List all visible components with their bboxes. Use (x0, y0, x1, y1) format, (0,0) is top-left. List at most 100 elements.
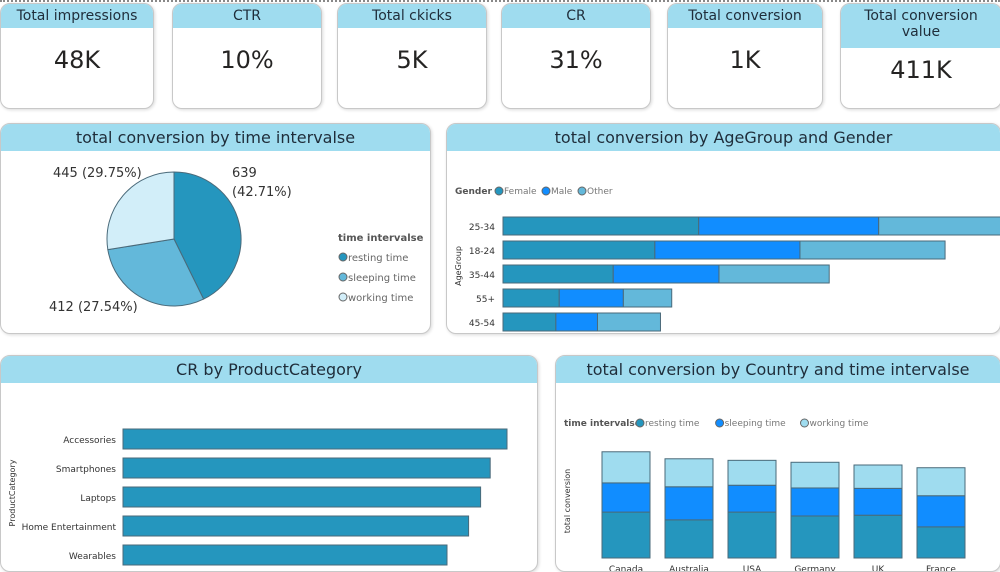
bar (122, 428, 508, 450)
bar-segment (853, 464, 903, 489)
bar-segment (916, 526, 966, 559)
y-axis-label: AgeGroup (454, 246, 463, 286)
y-tick-label: 45-54 (469, 319, 495, 329)
bar-segment (790, 487, 840, 517)
legend-label: sleeping time (348, 273, 416, 284)
legend-label: working time (810, 419, 869, 429)
bar-segment (502, 240, 656, 260)
bar-segment (555, 312, 598, 332)
y-tick-label: Laptops (80, 494, 116, 504)
bar (122, 486, 482, 508)
kpi-label: Total conversion value (841, 4, 1000, 48)
age-title: total conversion by AgeGroup and Gender (447, 124, 1000, 151)
legend-marker (494, 186, 504, 196)
pie-slice (173, 171, 242, 300)
age-panel[interactable]: total conversion by AgeGroup and Gender … (446, 123, 1000, 334)
cr-title: CR by ProductCategory (1, 356, 537, 383)
y-tick-label: Home Entertainment (22, 523, 117, 533)
y-tick-label: 18-24 (469, 247, 495, 257)
country-panel[interactable]: total conversion by Country and time int… (555, 355, 1000, 572)
legend-label: Male (551, 187, 573, 197)
kpi-card: Total ckicks 5K (337, 3, 487, 109)
x-tick-label: UK (872, 565, 886, 571)
bar-segment (502, 312, 557, 332)
legend-marker (541, 186, 551, 196)
bar-segment (654, 240, 801, 260)
pie-slice (107, 238, 205, 307)
y-tick-label: 35-44 (469, 271, 495, 281)
kpi-value: 31% (549, 46, 603, 74)
pie-data-label: 412 (27.54%) (49, 300, 138, 315)
legend-title: Gender (455, 187, 492, 197)
country-chart: time intervalse resting time sleeping time… (563, 418, 966, 571)
legend-label: Female (504, 187, 537, 197)
legend-marker (800, 418, 809, 428)
bar-segment (622, 288, 673, 308)
legend-label: Other (587, 187, 613, 197)
kpi-card: Total conversion value 411K (840, 3, 1000, 109)
x-tick-label: Australia (669, 565, 709, 571)
kpi-value: 5K (396, 46, 428, 74)
x-tick-label: France (926, 565, 956, 571)
kpi-value: 10% (220, 46, 274, 74)
legend-marker (338, 252, 348, 262)
legend-marker (338, 272, 348, 282)
y-tick-label: Wearables (69, 552, 116, 562)
pie-data-label: 445 (29.75%) (53, 166, 142, 181)
bar (122, 515, 470, 537)
bar-segment (698, 216, 880, 236)
x-tick-label: Germany (794, 565, 836, 571)
y-tick-label: 55+ (476, 295, 495, 305)
kpi-label: Total impressions (1, 4, 153, 28)
kpi-label: Total conversion (668, 4, 822, 28)
legend-label: resting time (348, 253, 408, 264)
y-tick-label: 25-34 (469, 223, 495, 233)
bar-segment (596, 312, 661, 332)
bar-segment (799, 240, 946, 260)
pie-panel[interactable]: total conversion by time intervalse 639 (… (0, 123, 431, 334)
cr-panel[interactable]: CR by ProductCategory Accessories Smartph… (0, 355, 538, 572)
y-tick-label: Smartphones (56, 465, 116, 475)
bar-segment (853, 514, 903, 559)
age-chart: Gender Female Male Other 25-34 18-24 35-44 55+ 4… (454, 186, 1000, 332)
bar-segment (664, 458, 714, 488)
legend-marker (635, 418, 645, 428)
bar-segment (601, 482, 651, 513)
bar (122, 457, 491, 479)
kpi-value: 1K (729, 46, 761, 74)
y-axis-label: ProductCategory (8, 459, 17, 526)
bar (122, 544, 448, 566)
bar-segment (601, 451, 651, 484)
bar-segment (727, 459, 777, 486)
kpi-value: 48K (53, 46, 101, 74)
kpi-label: Total ckicks (338, 4, 486, 28)
bar-segment (790, 515, 840, 559)
bar-segment (916, 495, 966, 528)
pie-title: total conversion by time intervalse (1, 124, 430, 151)
legend-marker (338, 292, 348, 302)
kpi-card: Total conversion 1K (667, 3, 823, 109)
pie-data-label: (42.71%) (232, 185, 292, 200)
bar-segment (502, 288, 560, 308)
kpi-label: CR (502, 4, 650, 28)
cr-chart: Accessories Smartphones Laptops Home Entert… (8, 428, 508, 566)
legend-title: time intervalse (564, 419, 641, 429)
legend-marker (577, 186, 587, 196)
legend-title: time intervalse (338, 233, 424, 244)
bar-segment (664, 519, 714, 559)
pie-chart: 639 (42.71%) 445 (29.75%) 412 (27.54%) time … (49, 166, 424, 315)
bar-segment (727, 511, 777, 559)
bar-segment (502, 216, 700, 236)
pie-slice (106, 171, 175, 251)
kpi-card: CTR 10% (172, 3, 322, 109)
bar-segment (601, 511, 651, 559)
bar-segment (664, 486, 714, 521)
legend-label: sleeping time (725, 419, 787, 429)
top-border (0, 0, 1000, 5)
legend-marker (715, 418, 725, 428)
country-title: total conversion by Country and time int… (556, 356, 1000, 383)
kpi-card: Total impressions 48K (0, 3, 154, 109)
bar-segment (718, 264, 830, 284)
legend-label: working time (348, 293, 413, 304)
kpi-value: 411K (890, 56, 952, 84)
